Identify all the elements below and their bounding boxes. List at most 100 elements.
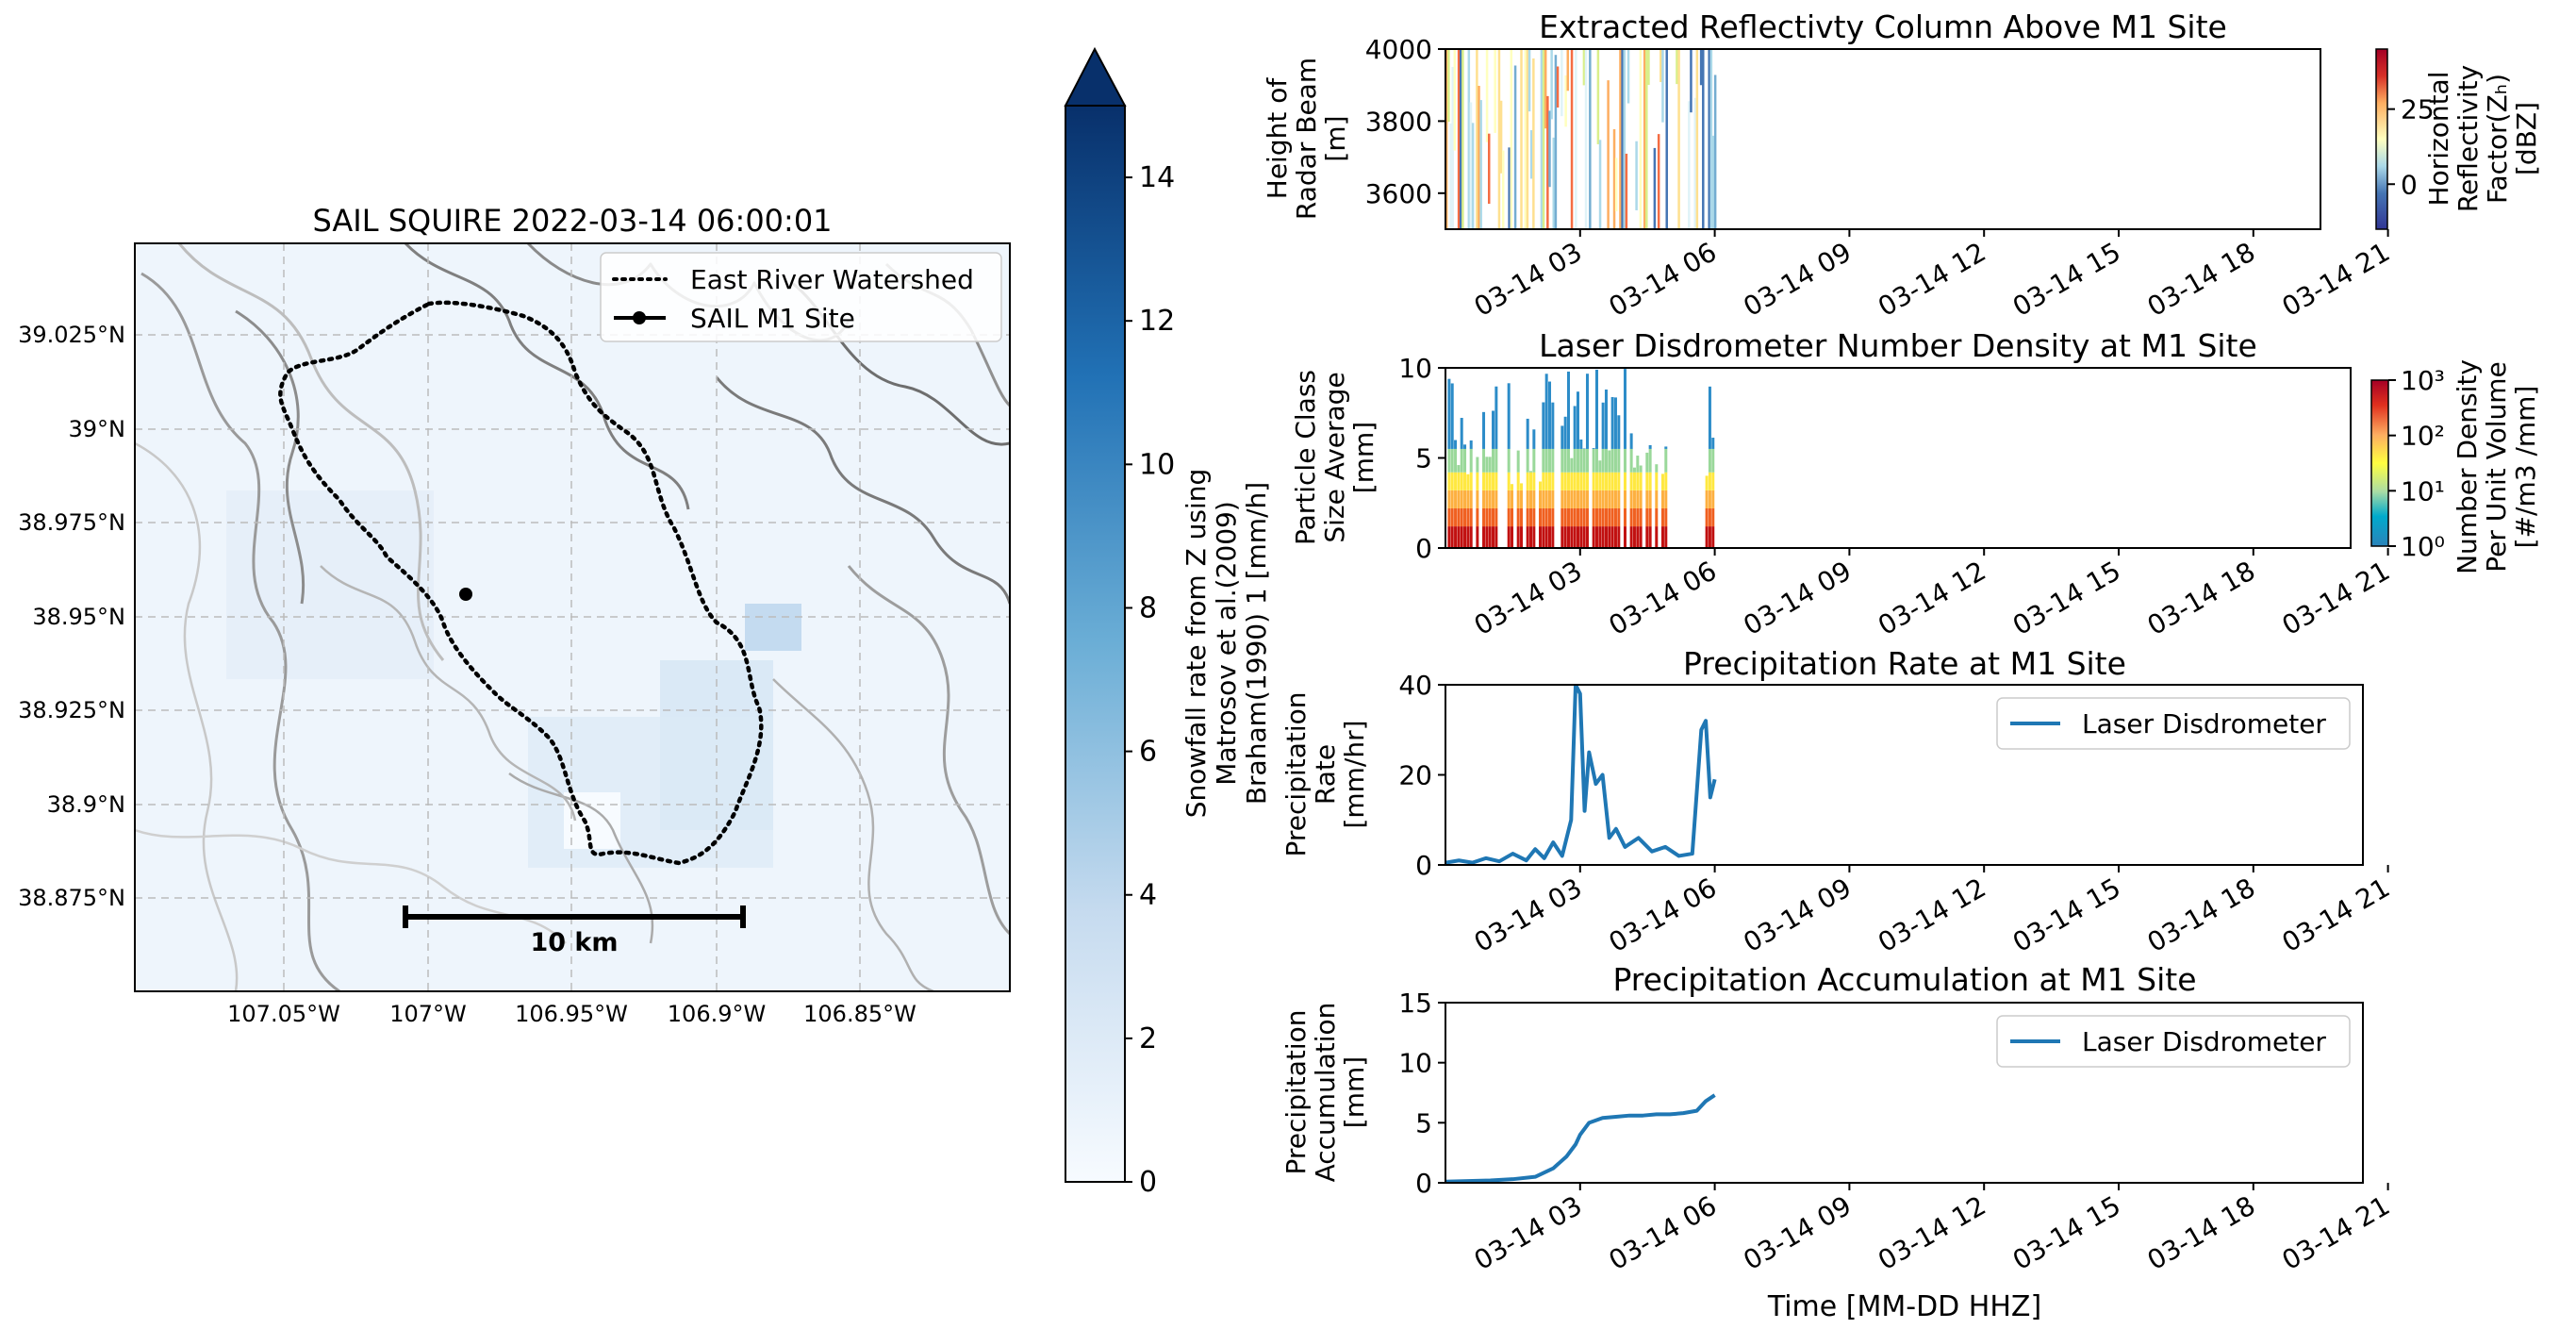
- panel-title: Precipitation Accumulation at M1 Site: [1612, 961, 2196, 998]
- legend-box: [600, 252, 1002, 342]
- density-cell: [1511, 490, 1514, 508]
- density-cell: [1447, 507, 1451, 527]
- x-tick-label: 03-14 21: [2277, 555, 2396, 641]
- density-cell: [1566, 371, 1570, 449]
- density-cell: [1708, 507, 1711, 527]
- density-cell: [1511, 507, 1514, 527]
- density-cell: [1551, 472, 1555, 490]
- rate-series-group: [1445, 685, 1717, 865]
- ylabel-line: Precipitation: [1280, 691, 1312, 856]
- reflectivity-stripe: [1582, 49, 1586, 86]
- colorbar-tick-label: 0: [1139, 1166, 1157, 1199]
- density-cell: [1655, 526, 1659, 548]
- density-cell: [1623, 526, 1627, 548]
- density-cell: [1488, 526, 1492, 548]
- snowfall-colorbar-ticks: 0 2 4 6 8 10 12 14: [1125, 161, 1175, 1199]
- x-tick-label: 03-14 09: [1738, 872, 1857, 958]
- reflectivity-stripe: [1529, 130, 1533, 179]
- density-cell: [1579, 526, 1583, 548]
- cbar-label-line: Number Density: [2452, 359, 2483, 574]
- cbar-label-line: [#/m3 /mm]: [2510, 386, 2541, 549]
- y-tick-label: 20: [1398, 760, 1432, 791]
- density-cell: [1551, 490, 1555, 508]
- density-cell: [1610, 526, 1614, 548]
- density-cell: [1532, 507, 1536, 527]
- reflectivity-stripe: [1479, 100, 1482, 229]
- density-cell: [1563, 448, 1567, 473]
- reflectivity-stripe: [1653, 147, 1657, 229]
- density-cell: [1592, 490, 1595, 508]
- density-cell: [1454, 526, 1458, 548]
- reflectivity-stripe: [1607, 80, 1610, 229]
- contour-line: [177, 243, 445, 661]
- density-cell: [1485, 507, 1489, 527]
- density-cell: [1548, 448, 1552, 473]
- reflectivity-stripe: [1520, 49, 1523, 229]
- reflectivity-colorbar-label: Horizontal Reflectivity Factor(Zₕ) [dBZ]: [2423, 65, 2542, 212]
- density-cell: [1601, 402, 1605, 449]
- density-cell: [1539, 481, 1543, 490]
- density-cell: [1598, 526, 1602, 548]
- reflectivity-colorbar-ticks: 0 25: [2387, 94, 2435, 200]
- density-cell: [1601, 526, 1605, 548]
- density-cell: [1520, 490, 1524, 508]
- density-cell: [1526, 507, 1529, 527]
- reflectivity-stripe: [1584, 49, 1588, 229]
- density-cell: [1610, 472, 1614, 490]
- density-cell: [1520, 507, 1524, 527]
- density-cell: [1494, 448, 1498, 473]
- density-cell: [1604, 490, 1608, 508]
- density-cell: [1492, 490, 1495, 508]
- colorbar-tick-label: 14: [1139, 161, 1175, 194]
- density-cell: [1645, 472, 1649, 490]
- y-axis-label: Height of Radar Beam [m]: [1262, 58, 1351, 220]
- density-cell: [1516, 472, 1520, 490]
- x-tick-label: 03-14 03: [1469, 1189, 1588, 1276]
- reflectivity-stripe: [1688, 101, 1691, 229]
- ylabel-line: [mm/hr]: [1339, 720, 1370, 828]
- density-cell: [1566, 490, 1570, 508]
- density-cell: [1494, 472, 1498, 490]
- density-cell: [1570, 507, 1574, 527]
- density-cell: [1539, 526, 1543, 548]
- ylabel-line: Radar Beam: [1291, 58, 1322, 220]
- reflectivity-stripe: [1451, 66, 1454, 229]
- density-cell: [1594, 448, 1598, 473]
- density-cell: [1485, 472, 1489, 490]
- colorbar-tick-label: 8: [1139, 591, 1157, 624]
- density-cell: [1636, 507, 1640, 527]
- density-cell: [1613, 490, 1617, 508]
- contour-line: [135, 441, 239, 991]
- density-cell: [1705, 490, 1709, 508]
- reflectivity-stripe: [1499, 100, 1503, 174]
- reflectivity-stripe: [1469, 102, 1473, 229]
- reflectivity-stripe: [1596, 49, 1600, 144]
- cbar-label-line: Reflectivity: [2452, 65, 2484, 212]
- density-cell: [1492, 472, 1495, 490]
- reflectivity-stripe: [1660, 49, 1662, 83]
- x-tick-label: 03-14 15: [2007, 555, 2126, 641]
- reflectivity-stripe: [1526, 49, 1529, 229]
- density-cell: [1532, 448, 1536, 473]
- lon-tick-label: 107.05°W: [227, 1001, 340, 1027]
- density-cell: [1601, 448, 1605, 473]
- density-cell: [1579, 490, 1583, 508]
- x-tick-label: 03-14 18: [2142, 555, 2261, 641]
- density-cell: [1544, 448, 1548, 473]
- density-cell: [1548, 472, 1552, 490]
- density-cell: [1532, 429, 1536, 449]
- density-cell: [1592, 448, 1595, 473]
- density-cell: [1594, 507, 1598, 527]
- x-axis-ticks: 03-14 03 03-14 06 03-14 09 03-14 12 03-14 15…: [1469, 1183, 2395, 1276]
- density-cell: [1494, 386, 1498, 449]
- reflectivity-stripe: [1508, 147, 1511, 229]
- ylabel-line: Rate: [1310, 744, 1341, 805]
- density-cell: [1492, 448, 1495, 473]
- reflectivity-stripe: [1476, 49, 1478, 229]
- reflectivity-stripe: [1612, 128, 1616, 229]
- x-tick-label: 03-14 15: [2007, 1189, 2126, 1276]
- density-cell: [1463, 507, 1467, 527]
- reflectivity-stripe: [1449, 123, 1452, 229]
- density-cell: [1460, 418, 1463, 449]
- density-cell: [1604, 389, 1608, 449]
